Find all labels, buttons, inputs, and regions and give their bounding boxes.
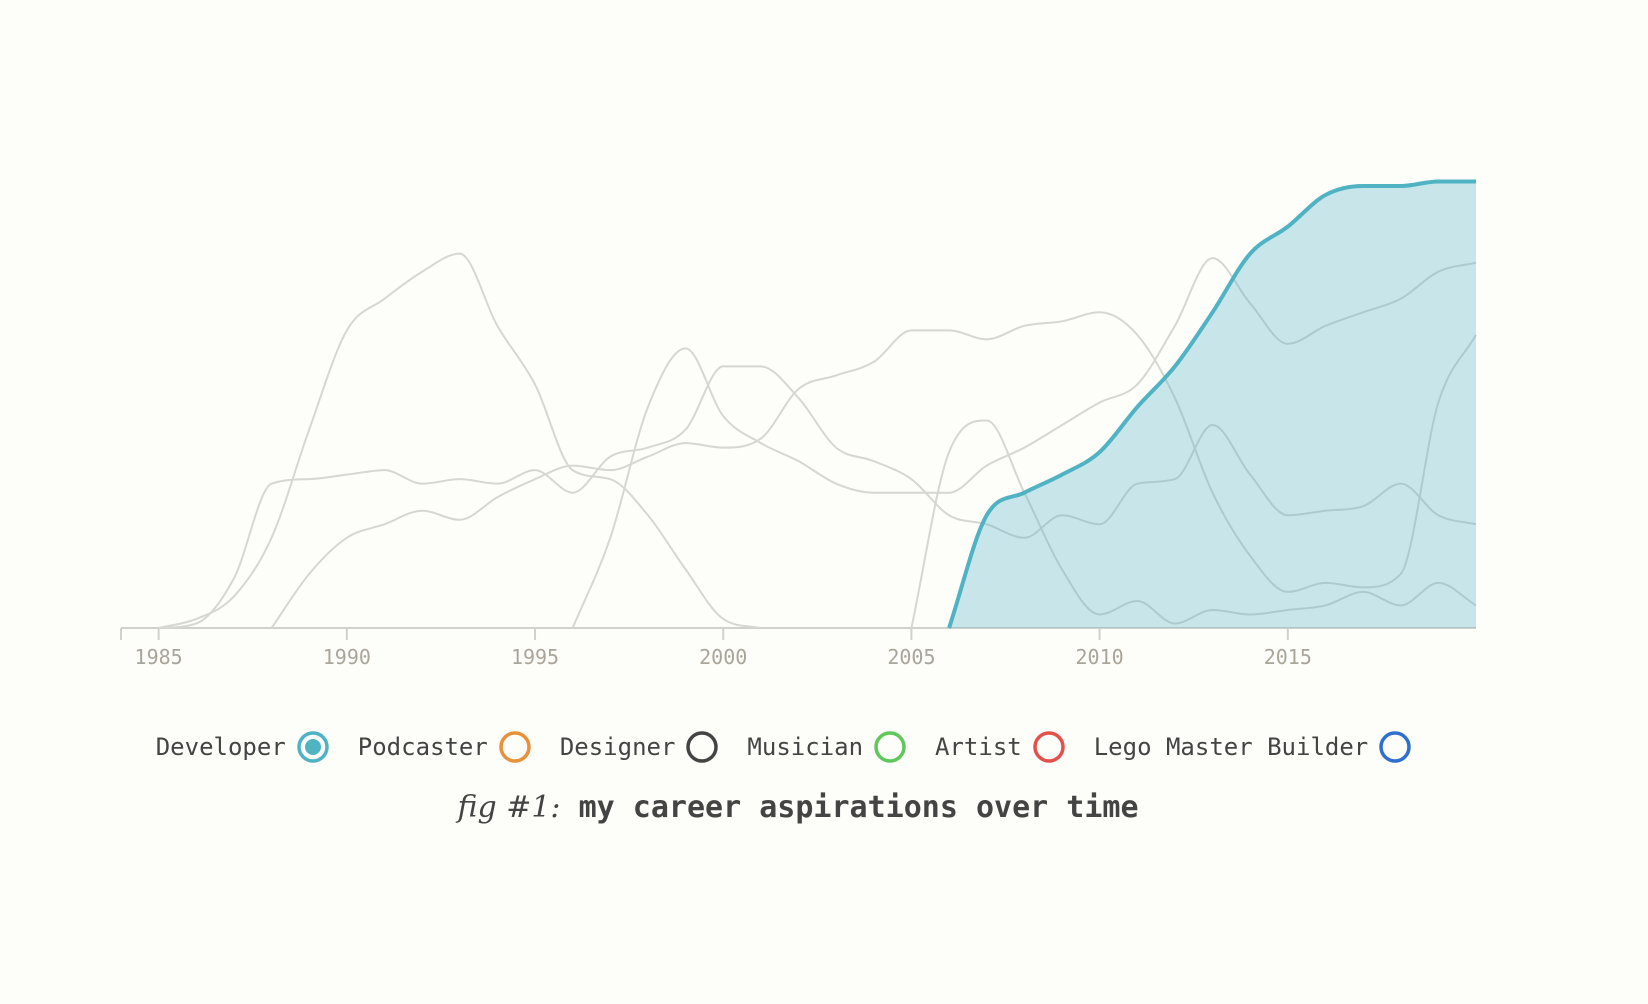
chart: 1985 1990 1995 2000 2005 2010 2015	[120, 179, 1477, 669]
swatch-ring	[686, 731, 719, 763]
legend-swatch[interactable]	[498, 730, 532, 764]
caption: fig #1: my career aspirations over time	[0, 790, 1596, 825]
legend-swatch[interactable]	[1032, 730, 1066, 764]
swatch-ring	[499, 731, 531, 763]
x-tick-label: 2015	[1264, 645, 1312, 669]
series-line	[910, 419, 1477, 629]
chart-title: my career aspirations over time	[578, 790, 1139, 825]
legend-swatch[interactable]	[873, 730, 907, 764]
caption-prefix: fig #1:	[457, 790, 561, 825]
x-tick-label: 1990	[323, 645, 371, 669]
swatch-ring	[874, 731, 906, 763]
legend-swatch[interactable]	[685, 730, 719, 764]
x-tick-label: 2000	[699, 645, 747, 669]
legend-swatch[interactable]	[1378, 730, 1412, 764]
series-line	[158, 365, 1477, 629]
series-line	[270, 311, 1477, 629]
x-tick-label: 1985	[135, 645, 183, 669]
legend-label[interactable]: Podcaster	[357, 733, 488, 761]
x-tick-label: 1995	[511, 645, 559, 669]
series-line	[571, 257, 1477, 629]
legend-label[interactable]: Musician	[747, 733, 864, 761]
legend-swatch[interactable]	[296, 730, 330, 764]
series-area	[949, 181, 1476, 628]
swatch-ring	[1032, 731, 1065, 763]
series-line	[947, 179, 1476, 629]
legend-item[interactable]: Designer	[560, 730, 720, 764]
legend-label[interactable]: Artist	[935, 733, 1022, 761]
legend-label[interactable]: Developer	[155, 733, 286, 761]
legend-item[interactable]: Musician	[747, 730, 907, 764]
legend-item[interactable]: Artist	[935, 730, 1066, 764]
swatch-ring	[297, 731, 329, 763]
legend-label[interactable]: Designer	[559, 733, 676, 761]
series-line	[158, 252, 762, 629]
x-tick-label: 2010	[1076, 645, 1124, 669]
legend-item[interactable]: Lego Master Builder	[1094, 730, 1413, 764]
legend-label[interactable]: Lego Master Builder	[1093, 733, 1369, 761]
swatch-dot	[304, 739, 321, 755]
legend: Developer Podcaster Designer Musician Artist…	[0, 730, 1568, 764]
legend-item[interactable]: Podcaster	[358, 730, 532, 764]
swatch-ring	[1379, 731, 1412, 763]
x-tick-label: 2005	[887, 645, 935, 669]
legend-item[interactable]: Developer	[156, 730, 330, 764]
